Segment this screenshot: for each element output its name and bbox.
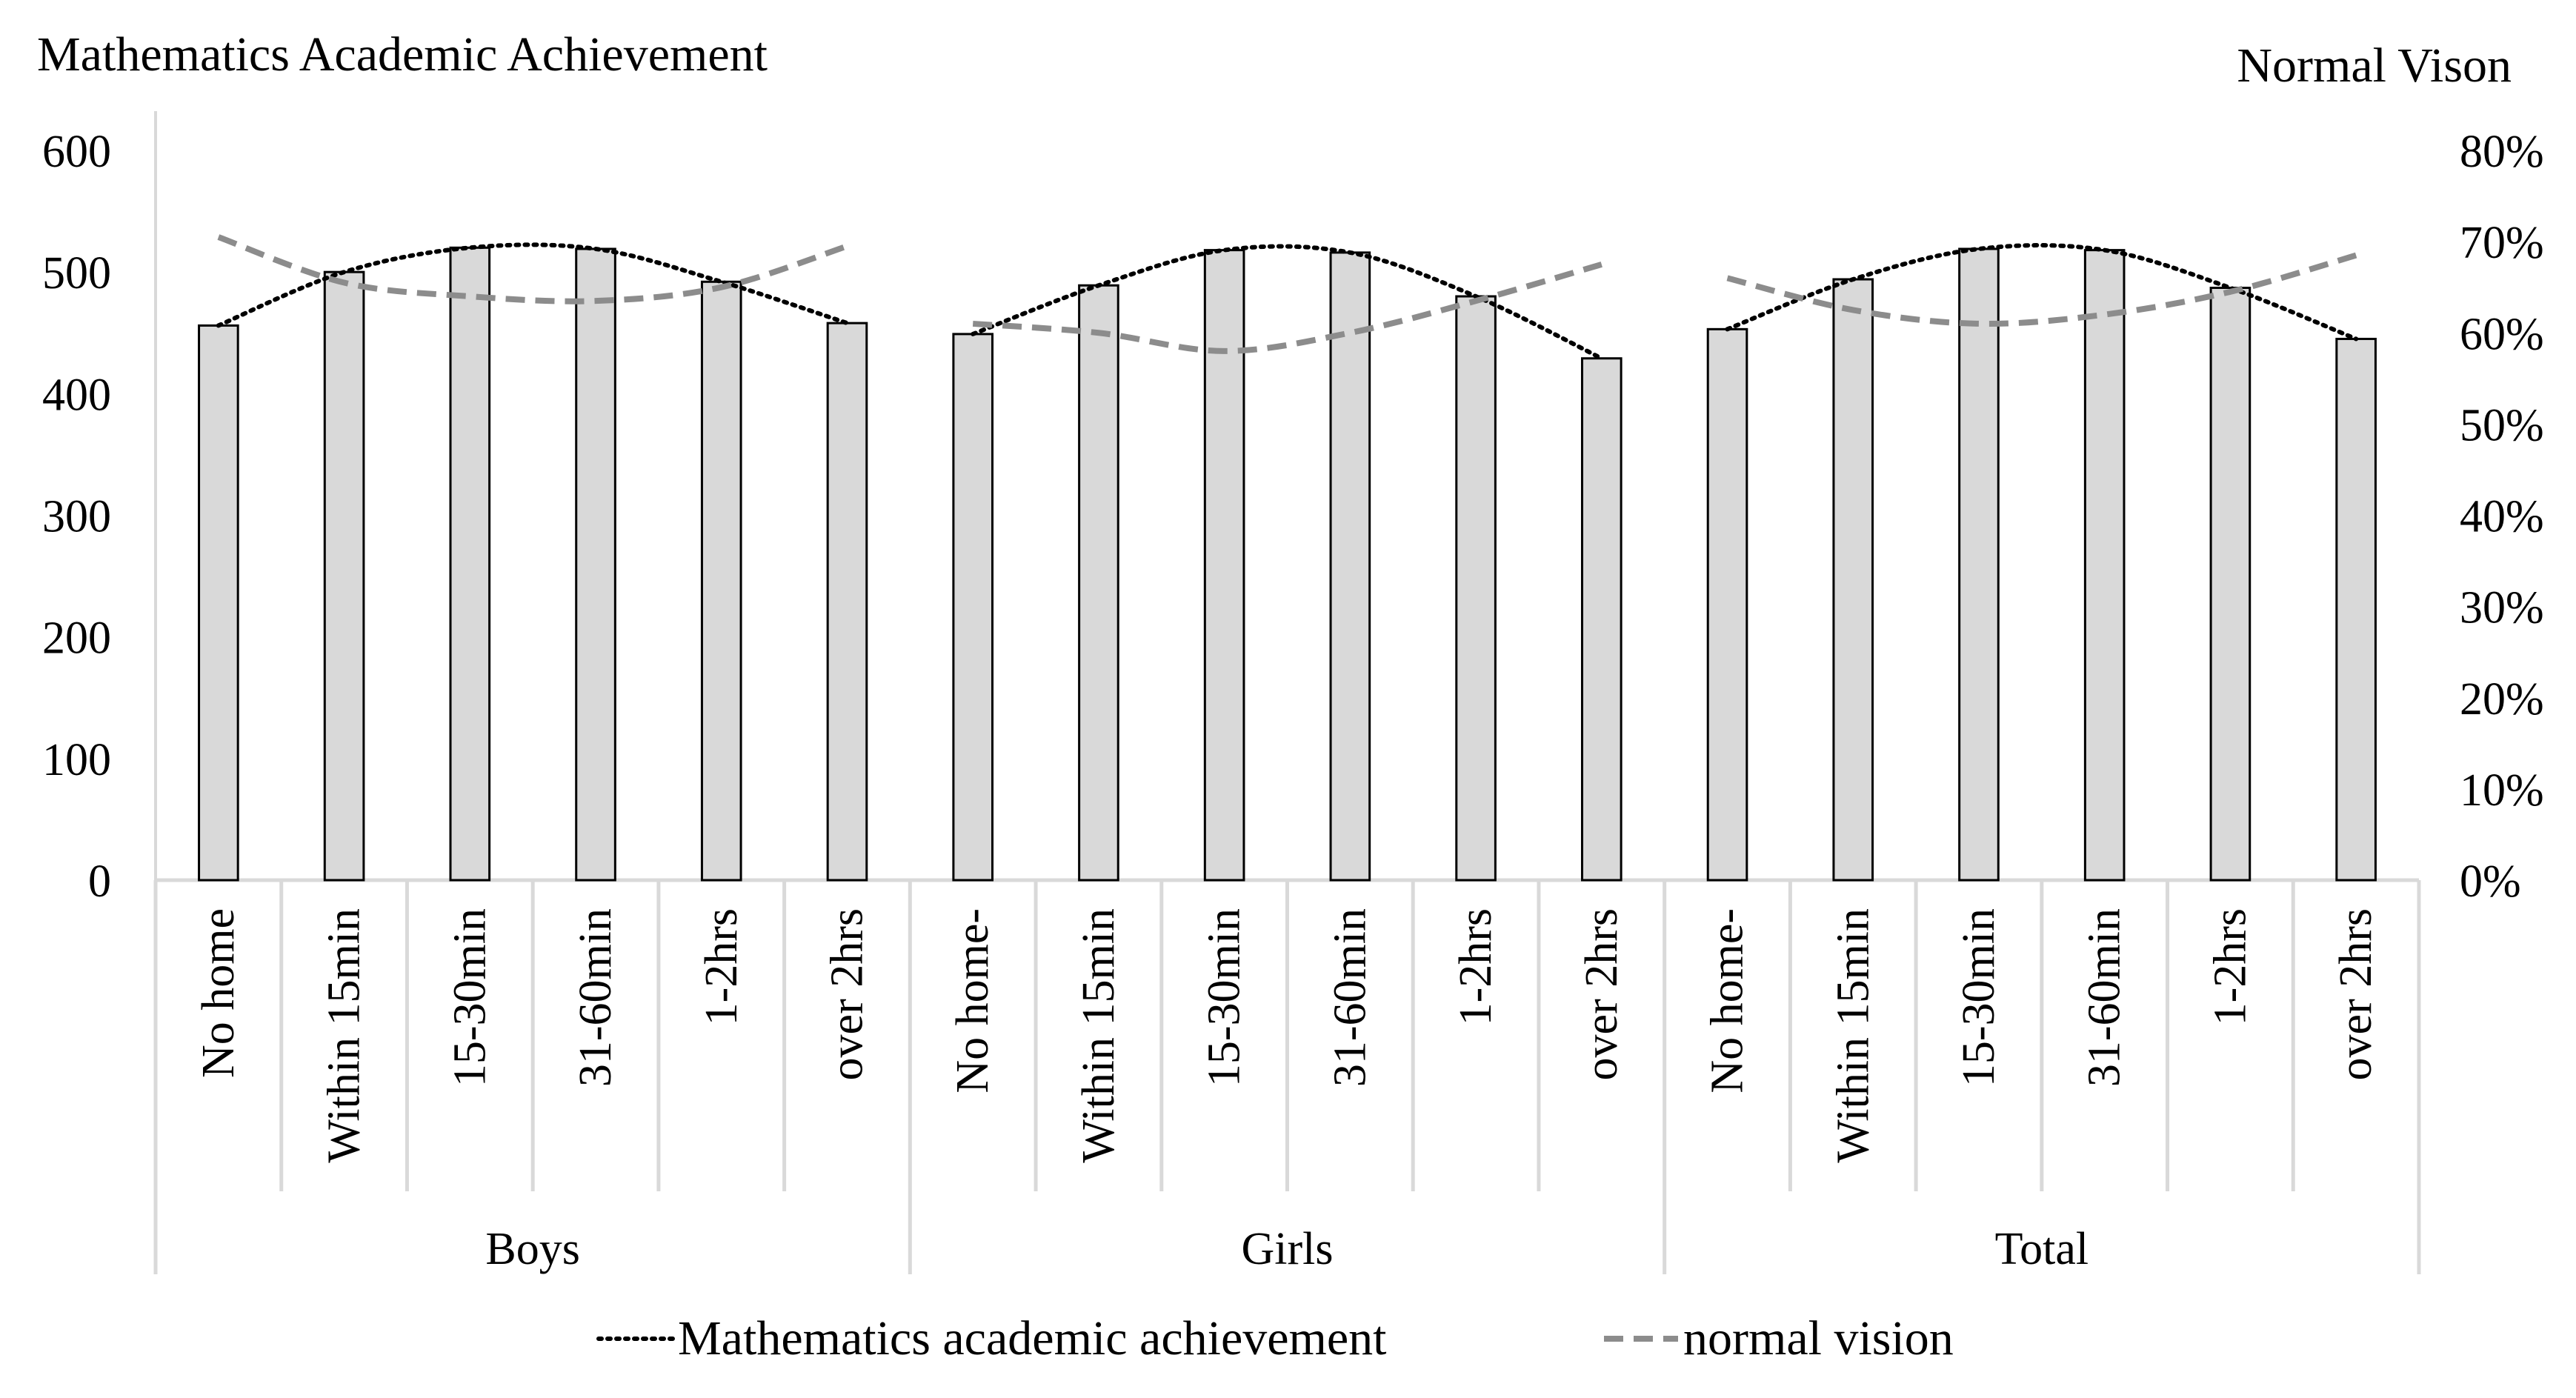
right-tick-label: 60% <box>2460 309 2544 359</box>
category-tick-label: No home <box>193 908 244 1078</box>
category-tick-label: No home- <box>1703 908 1753 1094</box>
bar <box>952 333 994 882</box>
left-tick-label: 400 <box>42 370 111 420</box>
bar <box>1078 284 1119 882</box>
bar <box>198 324 239 882</box>
category-tick-label: Within 15min <box>1828 908 1878 1163</box>
bar <box>449 246 491 882</box>
category-tick-label: 1-2hrs <box>696 908 747 1025</box>
left-tick-label: 500 <box>42 248 111 299</box>
bar <box>2083 249 2126 882</box>
category-tick-label: 15-30min <box>1954 908 2004 1087</box>
achievement-trend-line <box>971 244 1604 361</box>
bar <box>1706 327 1748 882</box>
category-tick-label: over 2hrs <box>2331 908 2381 1080</box>
category-tick-label: over 2hrs <box>822 908 872 1080</box>
group-label: Boys <box>485 1224 579 1274</box>
right-tick-label: 0% <box>2460 856 2521 907</box>
category-tick-label: No home- <box>948 908 998 1094</box>
right-tick-label: 80% <box>2460 127 2544 177</box>
bar <box>1329 251 1371 882</box>
plot-area: 0 100 200 300 400 500 600 0% 10% 20% 30% 40% 50% 60% 7… <box>42 111 2544 1274</box>
bar <box>2335 337 2377 882</box>
achievement-trend-line <box>1725 243 2359 342</box>
category-tick-label: 31-60min <box>1325 908 1375 1087</box>
left-tick-label: 100 <box>42 735 111 785</box>
legend-label-achievement: Mathematics academic achievement <box>678 1311 1387 1365</box>
category-tick-label: over 2hrs <box>1577 908 1627 1080</box>
bar <box>575 247 616 882</box>
right-tick-label: 10% <box>2460 765 2544 816</box>
right-tick-label: 20% <box>2460 674 2544 725</box>
left-tick-label: 200 <box>42 613 111 664</box>
right-tick-label: 40% <box>2460 492 2544 542</box>
right-tick-label: 30% <box>2460 583 2544 633</box>
group-label: Girls <box>1242 1224 1334 1274</box>
normal-vision-line <box>972 262 1602 354</box>
category-tick-label: 15-30min <box>1199 908 1250 1087</box>
bar <box>2209 287 2251 882</box>
category-tick-label: 1-2hrs <box>2205 908 2255 1025</box>
category-tick-label: 31-60min <box>2080 908 2130 1087</box>
left-tick-label: 0 <box>88 856 111 907</box>
category-tick-label: Within 15min <box>319 908 370 1163</box>
left-tick-label: 600 <box>42 127 111 177</box>
legend: Mathematics academic achievement normal v… <box>596 1311 1954 1365</box>
bar <box>1580 357 1623 882</box>
bar <box>323 270 365 882</box>
legend-label-normal-vision: normal vision <box>1683 1311 1954 1365</box>
left-axis-title: Mathematics Academic Achievement <box>37 27 768 81</box>
category-tick-label: 1-2hrs <box>1451 908 1501 1025</box>
left-tick-label: 300 <box>42 492 111 542</box>
category-tick-label: 15-30min <box>445 908 495 1087</box>
bar <box>1958 247 2000 882</box>
bar <box>1832 278 1874 882</box>
right-tick-label: 70% <box>2460 218 2544 268</box>
group-label: Total <box>1995 1224 2089 1274</box>
bar <box>1455 295 1497 882</box>
right-axis-title: Normal Vison <box>2237 39 2512 93</box>
category-tick-label: Within 15min <box>1074 908 1124 1163</box>
category-tick-label: 31-60min <box>570 908 621 1087</box>
bar <box>826 322 868 882</box>
right-tick-label: 50% <box>2460 400 2544 450</box>
achievement-trend-line <box>216 242 850 328</box>
bar <box>1203 249 1245 882</box>
bar <box>700 280 742 882</box>
